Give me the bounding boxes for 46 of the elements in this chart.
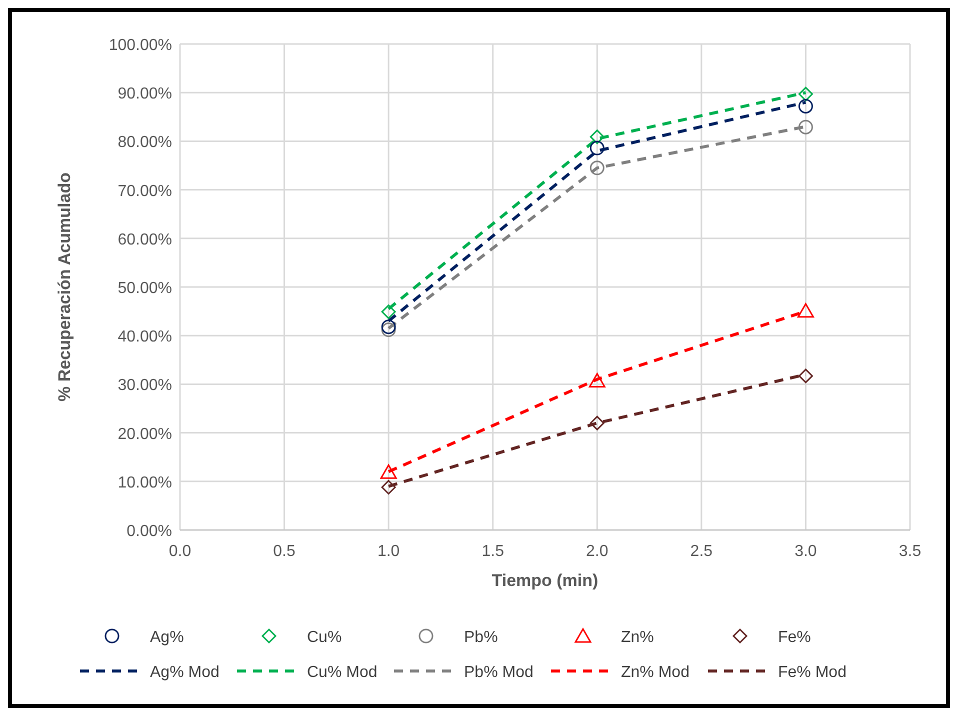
y-tick-label: 70.00% [118,182,172,200]
y-tick-label: 50.00% [118,280,172,297]
legend-label: Ag% [150,629,184,646]
x-axis-title: Tiempo (min) [492,571,598,590]
point [798,368,813,384]
legend-label: Zn% [621,629,654,646]
legend-label: Fe% [778,629,811,646]
x-tick-label: 2.5 [690,543,713,560]
legend-label: Pb% Mod [464,664,534,681]
x-tick-label: 1.5 [482,543,504,560]
y-tick-label: 10.00% [118,474,172,492]
y-tick-label: 60.00% [118,231,172,248]
x-tick-label: 3.0 [794,543,817,560]
y-tick-label: 90.00% [118,86,172,103]
y-tick-label: 20.00% [118,426,172,443]
legend-label: Fe% Mod [778,664,846,681]
x-tick-label: 0.5 [273,543,296,560]
x-tick-label: 1.0 [377,543,400,560]
x-tick-label: 2.0 [586,543,608,560]
point [381,304,396,320]
point [798,98,813,114]
y-tick-label: 0.00% [126,523,172,540]
x-tick-label: 3.5 [898,543,922,560]
point [797,303,814,318]
point [590,416,604,430]
point [381,320,396,334]
legend-label: Pb% [464,629,498,646]
point [381,480,396,494]
legend-label: Zn% Mod [621,664,690,681]
point [590,130,604,144]
point [381,322,396,338]
point [590,160,604,176]
y-axis-title: % Recuperación Acumulado [55,172,74,402]
y-tick-label: 100.00% [108,37,172,54]
y-tick-label: 40.00% [118,328,172,346]
point [798,86,813,102]
y-tick-label: 30.00% [118,377,172,394]
point [380,464,397,479]
y-tick-label: 80.00% [118,134,172,152]
point [590,140,604,156]
point [588,373,606,388]
legend-label: Cu% [307,629,342,646]
legend-label: Ag% Mod [150,664,220,681]
legend-label: Cu% Mod [307,664,378,681]
point [798,120,813,134]
x-tick-label: 0.0 [168,543,192,560]
